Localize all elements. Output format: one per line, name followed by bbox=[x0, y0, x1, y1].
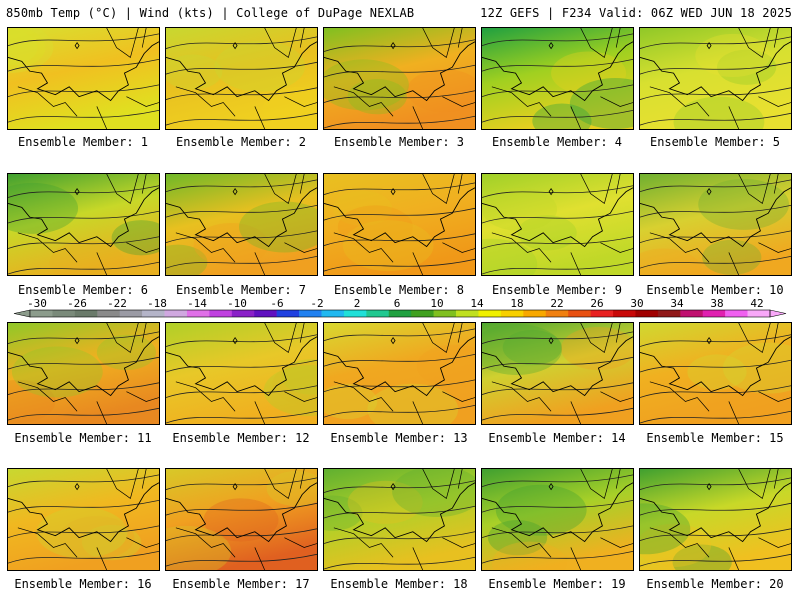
ensemble-member-label: Ensemble Member: 11 bbox=[14, 431, 152, 445]
ensemble-member-map bbox=[323, 173, 476, 276]
ensemble-member-label: Ensemble Member: 19 bbox=[488, 577, 626, 591]
ensemble-member-label: Ensemble Member: 20 bbox=[646, 577, 784, 591]
ensemble-member-map bbox=[639, 322, 792, 425]
colorbar-swatch bbox=[164, 310, 188, 317]
ensemble-member-label: Ensemble Member: 17 bbox=[172, 577, 310, 591]
colorbar-tick-label: 14 bbox=[470, 297, 484, 310]
colorbar-tick-label: 18 bbox=[510, 297, 523, 310]
ensemble-member-map bbox=[481, 468, 634, 571]
colorbar-swatch bbox=[657, 310, 681, 317]
colorbar-tick-label: 38 bbox=[710, 297, 723, 310]
ensemble-member-label: Ensemble Member: 5 bbox=[649, 135, 781, 149]
ensemble-member-map bbox=[481, 27, 634, 130]
colorbar-swatch bbox=[433, 310, 457, 317]
temperature-colorbar: -30 -26 -22 -18 -14 -10 -6 -2 2 6 10 14 18 22 26 30 34 38… bbox=[13, 297, 787, 318]
ensemble-member-map bbox=[165, 468, 318, 571]
colorbar-tick-label: -10 bbox=[227, 297, 247, 310]
colorbar-swatch bbox=[545, 310, 569, 317]
colorbar-swatch bbox=[523, 310, 547, 317]
ensemble-member-map bbox=[481, 322, 634, 425]
ensemble-member-map bbox=[639, 468, 792, 571]
colorbar-swatch bbox=[613, 310, 636, 317]
ensemble-member-map bbox=[323, 468, 476, 571]
ensemble-member-map bbox=[7, 173, 160, 276]
colorbar-swatch bbox=[702, 310, 726, 317]
colorbar-swatch bbox=[276, 310, 300, 317]
ensemble-member-label: Ensemble Member: 1 bbox=[17, 135, 149, 149]
model-run-info: 12Z GEFS | F234 Valid: 06Z WED JUN 18 20… bbox=[480, 6, 792, 20]
colorbar-tick-label: 26 bbox=[590, 297, 603, 310]
colorbar-tick-label: 6 bbox=[394, 297, 401, 310]
map-title: 850mb Temp (°C) | Wind (kts) | College o… bbox=[6, 6, 415, 20]
ensemble-member-label: Ensemble Member: 9 bbox=[491, 283, 623, 297]
ensemble-member-label: Ensemble Member: 18 bbox=[330, 577, 468, 591]
ensemble-member-map bbox=[7, 322, 160, 425]
colorbar-swatch bbox=[411, 310, 434, 317]
colorbar-swatch bbox=[209, 310, 233, 317]
colorbar-tick-label: 34 bbox=[670, 297, 684, 310]
ensemble-member-map bbox=[323, 27, 476, 130]
ensemble-member-label: Ensemble Member: 13 bbox=[330, 431, 468, 445]
colorbar-tick-label: -6 bbox=[270, 297, 283, 310]
ensemble-member-map bbox=[639, 27, 792, 130]
colorbar-min-arrow bbox=[13, 309, 31, 318]
colorbar-tick-label: 2 bbox=[354, 297, 361, 310]
colorbar-tick-label: -22 bbox=[107, 297, 127, 310]
ensemble-member-label: Ensemble Member: 12 bbox=[172, 431, 310, 445]
ensemble-member-label: Ensemble Member: 2 bbox=[175, 135, 307, 149]
ensemble-member-map bbox=[165, 173, 318, 276]
colorbar-swatch bbox=[321, 310, 345, 317]
colorbar-tick-label: 42 bbox=[750, 297, 763, 310]
colorbar-swatch bbox=[52, 310, 76, 317]
ensemble-member-map bbox=[639, 173, 792, 276]
colorbar-swatch bbox=[747, 310, 771, 317]
ensemble-member-map bbox=[481, 173, 634, 276]
colorbar-max-arrow bbox=[769, 309, 787, 318]
ensemble-member-label: Ensemble Member: 7 bbox=[175, 283, 307, 297]
colorbar-tick-label: -2 bbox=[310, 297, 323, 310]
colorbar-swatch bbox=[568, 310, 591, 317]
colorbar-swatch bbox=[119, 310, 143, 317]
ensemble-member-map bbox=[7, 468, 160, 571]
colorbar-swatch bbox=[635, 310, 659, 317]
ensemble-member-label: Ensemble Member: 10 bbox=[646, 283, 784, 297]
colorbar-swatch bbox=[231, 310, 255, 317]
colorbar-swatch bbox=[142, 310, 165, 317]
ensemble-member-label: Ensemble Member: 14 bbox=[488, 431, 626, 445]
colorbar-swatch bbox=[590, 310, 614, 317]
colorbar-swatch bbox=[343, 310, 367, 317]
colorbar-swatch bbox=[30, 310, 53, 317]
ensemble-member-map bbox=[323, 322, 476, 425]
colorbar-tick-label: -14 bbox=[187, 297, 207, 310]
colorbar-swatch bbox=[366, 310, 390, 317]
colorbar-swatch bbox=[500, 310, 524, 317]
colorbar-swatch bbox=[725, 310, 748, 317]
colorbar-swatch bbox=[478, 310, 502, 317]
ensemble-member-label: Ensemble Member: 3 bbox=[333, 135, 465, 149]
ensemble-member-label: Ensemble Member: 6 bbox=[17, 283, 149, 297]
colorbar-swatch bbox=[97, 310, 120, 317]
ensemble-member-label: Ensemble Member: 16 bbox=[14, 577, 152, 591]
ensemble-member-label: Ensemble Member: 4 bbox=[491, 135, 623, 149]
colorbar-tick-label: -26 bbox=[67, 297, 87, 310]
colorbar-tick-label: 22 bbox=[550, 297, 563, 310]
ensemble-member-label: Ensemble Member: 8 bbox=[333, 283, 465, 297]
colorbar-tick-label: 30 bbox=[630, 297, 643, 310]
colorbar-swatch bbox=[456, 310, 479, 317]
colorbar-swatch bbox=[186, 310, 210, 317]
colorbar-swatch bbox=[680, 310, 704, 317]
colorbar-tick-label: 10 bbox=[430, 297, 443, 310]
colorbar-swatch bbox=[388, 310, 412, 317]
ensemble-member-label: Ensemble Member: 15 bbox=[646, 431, 784, 445]
ensemble-member-map bbox=[165, 27, 318, 130]
colorbar-swatch bbox=[299, 310, 322, 317]
colorbar-tick-label: -30 bbox=[27, 297, 47, 310]
colorbar-tick-label: -18 bbox=[147, 297, 167, 310]
colorbar-swatch bbox=[74, 310, 98, 317]
colorbar-swatch bbox=[254, 310, 277, 317]
ensemble-member-map bbox=[165, 322, 318, 425]
ensemble-member-map bbox=[7, 27, 160, 130]
